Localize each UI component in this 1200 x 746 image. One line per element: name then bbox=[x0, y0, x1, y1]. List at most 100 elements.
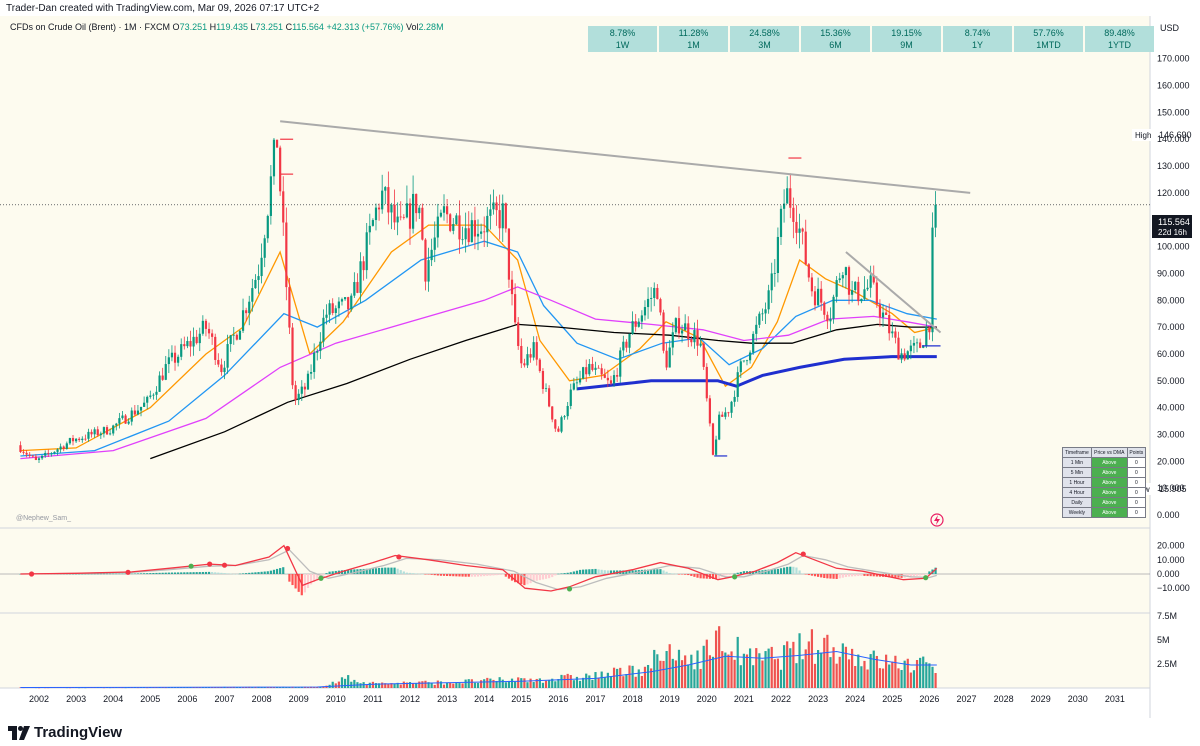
macd-histogram-bar bbox=[102, 573, 106, 575]
candle-body bbox=[600, 368, 603, 375]
candle-body bbox=[767, 290, 770, 310]
macd-histogram-bar bbox=[461, 574, 464, 577]
chart-canvas[interactable]: USD 0.000 10.000 20.000 30.000 40.000 50.000 60… bbox=[0, 16, 1200, 718]
year-tick-label: 2005 bbox=[140, 694, 160, 704]
candle-body bbox=[377, 207, 381, 210]
macd-histogram-bar bbox=[167, 572, 170, 574]
macd-histogram-bar bbox=[687, 574, 690, 576]
macd-histogram-bar bbox=[603, 570, 606, 574]
macd-histogram-bar bbox=[402, 571, 405, 574]
macd-histogram-bar bbox=[875, 574, 878, 577]
chart-frame[interactable] bbox=[0, 16, 1200, 718]
price-axis[interactable]: USD 0.000 10.000 20.000 30.000 40.000 50.000 60… bbox=[1157, 23, 1190, 669]
volume-bar bbox=[569, 675, 572, 688]
trendline bbox=[280, 120, 971, 194]
macd-cross-dot bbox=[207, 561, 213, 567]
volume-bar bbox=[316, 687, 319, 688]
tradingview-logo[interactable]: TradingView bbox=[8, 724, 122, 741]
volume-bar bbox=[860, 666, 863, 688]
macd-histogram-bar bbox=[789, 566, 792, 574]
candle-body bbox=[78, 438, 81, 441]
candle-body bbox=[177, 356, 180, 363]
symbol-legend[interactable]: CFDs on Crude Oil (Brent) · 1M · FXCM O7… bbox=[10, 22, 444, 32]
volume-bar bbox=[662, 660, 665, 688]
year-tick-label: 2011 bbox=[363, 694, 382, 704]
volume-bar bbox=[779, 669, 783, 688]
performance-value: 15.36% bbox=[820, 28, 851, 38]
macd-histogram-bar bbox=[680, 574, 684, 575]
volume-bar bbox=[878, 668, 882, 688]
volume-bar bbox=[486, 677, 489, 688]
macd-histogram-bar bbox=[925, 574, 928, 575]
time-axis[interactable]: 2002 2003 2004 2005 2006 2007 2008 2009 2010 2011… bbox=[29, 694, 1125, 704]
macd-histogram-bar bbox=[377, 568, 381, 574]
macd-histogram-bar bbox=[306, 574, 310, 589]
moving-average-line bbox=[20, 224, 937, 452]
candle-body bbox=[164, 364, 167, 380]
candle-body bbox=[192, 336, 195, 347]
macd-histogram-bar bbox=[436, 574, 439, 576]
volume-bar bbox=[810, 629, 814, 688]
macd-histogram-bar bbox=[291, 574, 294, 586]
candle-body bbox=[773, 272, 776, 274]
candle-body bbox=[832, 296, 835, 319]
candle-body bbox=[405, 203, 409, 218]
candle-body bbox=[705, 366, 708, 399]
volume-bar bbox=[829, 657, 832, 688]
volume-bar bbox=[501, 679, 504, 688]
candle-body bbox=[204, 320, 208, 329]
macd-histogram-bar bbox=[560, 573, 563, 574]
moving-average-line bbox=[150, 323, 937, 460]
volume-bar bbox=[866, 669, 869, 688]
time-axis-bg bbox=[0, 688, 1200, 718]
macd-histogram-bar bbox=[548, 574, 551, 579]
candle-body bbox=[96, 429, 99, 436]
candle-body bbox=[402, 216, 405, 218]
volume-bar bbox=[585, 673, 588, 688]
year-tick-label: 2007 bbox=[214, 694, 234, 704]
macd-histogram-bar bbox=[353, 569, 356, 574]
candle-body bbox=[616, 375, 619, 377]
candle-body bbox=[127, 421, 130, 424]
volume-bar bbox=[758, 653, 761, 688]
macd-histogram-bar bbox=[396, 568, 399, 574]
table-cell: 1 Min bbox=[1062, 457, 1092, 468]
volume-bar bbox=[467, 679, 470, 688]
candle-body bbox=[835, 280, 838, 297]
macd-histogram-bar bbox=[279, 568, 282, 574]
macd-histogram-bar bbox=[671, 573, 674, 574]
macd-histogram-bar bbox=[844, 574, 848, 578]
volume-bar bbox=[622, 676, 625, 688]
candle-body bbox=[195, 336, 198, 344]
volume-bar bbox=[919, 657, 922, 688]
candle-body bbox=[238, 330, 242, 340]
lightning-icon[interactable] bbox=[930, 513, 944, 527]
year-tick-label: 2027 bbox=[956, 694, 976, 704]
macd-histogram-bar bbox=[526, 574, 529, 585]
year-tick-label: 2021 bbox=[734, 694, 754, 704]
macd-histogram-bar bbox=[331, 571, 334, 574]
macd-histogram-bar bbox=[161, 572, 164, 574]
change-value: +42.313 (+57.76%) bbox=[326, 22, 404, 32]
volume-bar bbox=[888, 664, 891, 688]
candle-body bbox=[248, 301, 251, 314]
volume-bar bbox=[402, 681, 405, 688]
table-cell: Above bbox=[1090, 467, 1128, 478]
volume-bar bbox=[817, 650, 820, 688]
macd-cross-dot bbox=[923, 575, 929, 581]
candle-body bbox=[461, 239, 464, 241]
candle-body bbox=[820, 288, 823, 303]
candle-body bbox=[365, 232, 368, 271]
macd-histogram-bar bbox=[773, 569, 776, 574]
volume-bar bbox=[408, 682, 412, 688]
candle-body bbox=[211, 333, 214, 337]
candle-body bbox=[309, 372, 313, 374]
year-tick-label: 2015 bbox=[511, 694, 531, 704]
macd-histogram-bar bbox=[662, 570, 665, 574]
volume-bar bbox=[538, 678, 541, 688]
candle-body bbox=[755, 324, 758, 334]
candle-body bbox=[535, 342, 538, 360]
attribution-bar: Trader-Dan created with TradingView.com,… bbox=[0, 0, 1200, 16]
candle-body bbox=[748, 352, 752, 361]
volume-bar bbox=[900, 669, 903, 688]
